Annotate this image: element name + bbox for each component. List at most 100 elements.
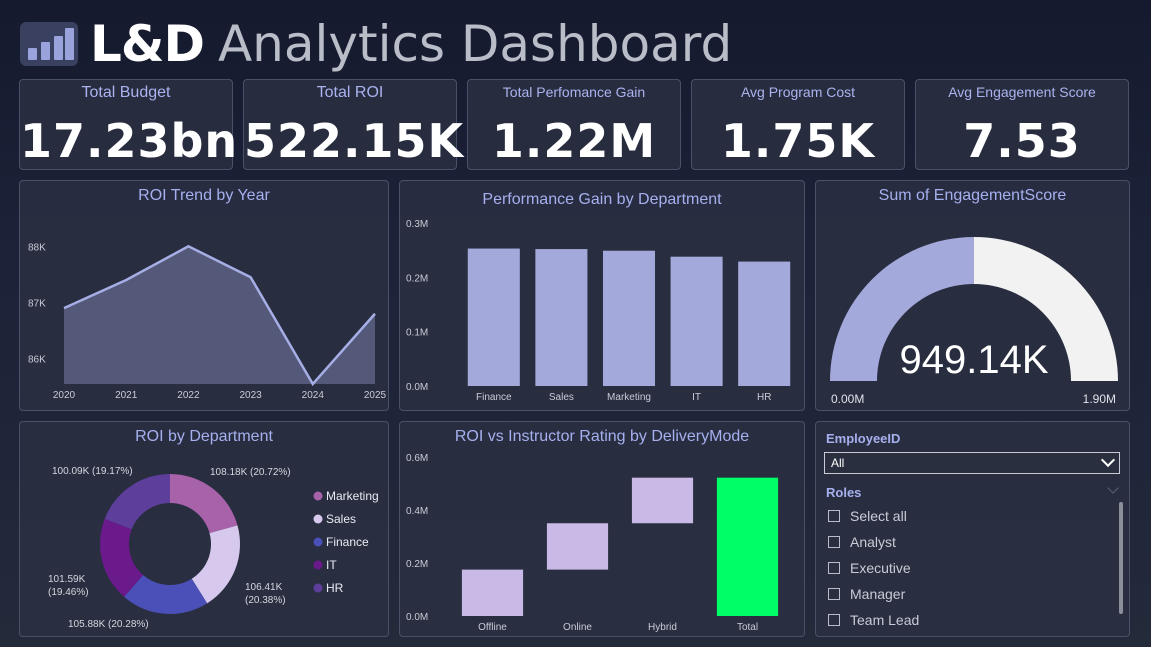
data-label: 101.59K (48, 574, 86, 585)
donut-slice (104, 474, 170, 530)
role-option-label: Team Lead (850, 612, 920, 628)
donut-slice (170, 474, 238, 534)
gauge-fill (830, 237, 974, 381)
legend-marker (313, 583, 323, 593)
kpi-label: Avg Program Cost (740, 84, 856, 100)
kpi-card-total-roi[interactable]: Total ROI 522.15K (243, 79, 465, 170)
data-label: 108.18K (20.72%) (210, 467, 291, 478)
kpi-card-avg-engagement-score[interactable]: Avg Engagement Score 7.53 (915, 79, 1129, 170)
y-tick-label: 0.6M (406, 453, 428, 464)
y-tick-label: 0.0M (406, 612, 428, 623)
engagement-gauge: 949.14K 0.00M 1.90M (830, 237, 1118, 406)
x-tick-label: Hybrid (648, 622, 677, 633)
role-option-team-lead[interactable]: Team Lead (828, 610, 919, 630)
y-tick-label: 0.2M (406, 273, 428, 284)
y-tick-label: 0.4M (406, 506, 428, 517)
y-tick-label: 0.3M (406, 219, 428, 230)
roi-vs-rating-waterfall: 0.0M 0.2M 0.4M 0.6M Offline Online Hybrid Total (406, 453, 779, 633)
bar-chart-icon (20, 22, 78, 66)
x-tick-label: Offline (478, 622, 507, 633)
chart-title: ROI vs Instructor Rating by DeliveryMode (454, 428, 750, 445)
bar (461, 569, 524, 616)
kpi-value: 1.22M (491, 114, 657, 168)
gauge-min-label: 0.00M (831, 392, 864, 406)
chart-title: ROI by Department (135, 428, 273, 445)
chart-title: Performance Gain by Department (482, 191, 722, 208)
y-tick-label: 87K (28, 299, 46, 310)
legend-marker (313, 537, 323, 547)
bar (670, 256, 723, 386)
roi-vs-rating-card[interactable]: ROI vs Instructor Rating by DeliveryMode… (399, 421, 805, 637)
donut-slice (191, 525, 240, 604)
engagement-gauge-card[interactable]: Sum of EngagementScore 949.14K 0.00M 1.90M (815, 180, 1130, 411)
x-tick-label: 2020 (53, 390, 76, 401)
donut-slice (100, 518, 144, 597)
x-tick-label: 2021 (115, 390, 138, 401)
data-label: 100.09K (19.17%) (52, 466, 133, 477)
kpi-value: 522.15K (244, 114, 465, 168)
bar (738, 261, 791, 386)
x-tick-label: Sales (549, 392, 574, 403)
checkbox[interactable] (828, 536, 840, 548)
role-option-label: Analyst (850, 534, 896, 550)
checkbox[interactable] (828, 562, 840, 574)
role-option-executive[interactable]: Executive (828, 558, 911, 578)
legend-label: HR (326, 581, 344, 595)
checkbox[interactable] (828, 614, 840, 626)
legend-label: Finance (326, 535, 369, 549)
bar (602, 250, 656, 386)
kpi-card-total-budget[interactable]: Total Budget 17.23bn (19, 79, 237, 170)
series-line (63, 244, 376, 387)
performance-gain-chart: 0.0M 0.1M 0.2M 0.3M Finance Sales Marketing IT H… (406, 219, 791, 403)
y-tick-label: 0.2M (406, 559, 428, 570)
donut-slice (124, 574, 208, 614)
kpi-card-avg-program-cost[interactable]: Avg Program Cost 1.75K (691, 79, 905, 170)
performance-gain-chart-card[interactable]: Performance Gain by Department 0.0M 0.1M 0… (399, 180, 805, 411)
legend-label: IT (326, 558, 337, 572)
x-tick-label: Online (563, 622, 592, 633)
chart-title: Sum of EngagementScore (878, 187, 1067, 204)
dashboard-title-light: Analytics Dashboard (217, 15, 733, 73)
y-tick-label: 86K (28, 355, 46, 366)
dashboard-title-bold: L&D (90, 15, 205, 73)
role-option-select-all[interactable]: Select all (828, 506, 907, 526)
employee-id-dropdown[interactable]: All (824, 452, 1120, 474)
bar (467, 248, 520, 386)
legend-marker (313, 514, 323, 524)
roi-trend-chart: 86K 87K 88K 2020 2021 2022 2023 2024 2025 (28, 242, 387, 401)
legend-label: Marketing (326, 489, 379, 503)
role-option-label: Executive (850, 560, 911, 576)
gauge-value: 949.14K (899, 338, 1048, 382)
kpi-card-total-performance-gain[interactable]: Total Perfomance Gain 1.22M (467, 79, 681, 170)
x-tick-label: Total (737, 622, 758, 633)
roi-by-department-card[interactable]: ROI by Department 108.18K (20.72%) 106.41… (19, 421, 389, 637)
kpi-value: 7.53 (963, 114, 1081, 168)
role-option-manager[interactable]: Manager (828, 584, 905, 604)
checkbox[interactable] (828, 510, 840, 522)
kpi-label: Avg Engagement Score (948, 84, 1096, 100)
data-label: (19.46%) (48, 587, 89, 598)
roi-trend-chart-card[interactable]: ROI Trend by Year 86K 87K 88K 2020 2021 2022 2… (19, 180, 389, 411)
area-fill (64, 246, 375, 384)
role-option-analyst[interactable]: Analyst (828, 532, 896, 552)
data-label: 106.41K (245, 582, 283, 593)
kpi-label: Total Budget (81, 84, 171, 101)
checkbox[interactable] (828, 588, 840, 600)
chevron-down-icon[interactable] (1107, 482, 1119, 494)
x-tick-label: Marketing (607, 392, 651, 403)
gauge-max-label: 1.90M (1083, 392, 1116, 406)
bar (631, 477, 694, 524)
kpi-label: Total Perfomance Gain (502, 84, 646, 100)
chevron-down-icon (1100, 452, 1116, 468)
kpi-label: Total ROI (316, 84, 384, 101)
role-option-label: Select all (850, 508, 907, 524)
employee-id-value: All (831, 456, 845, 470)
legend-label: Sales (326, 512, 356, 526)
role-option-label: Manager (850, 586, 906, 602)
roles-scrollbar[interactable] (1119, 502, 1123, 614)
y-tick-label: 0.1M (406, 328, 428, 339)
employee-id-label: EmployeeID (826, 431, 901, 446)
x-tick-label: 2025 (364, 390, 387, 401)
gauge-remainder (973, 237, 1118, 381)
roles-label: Roles (826, 485, 862, 500)
